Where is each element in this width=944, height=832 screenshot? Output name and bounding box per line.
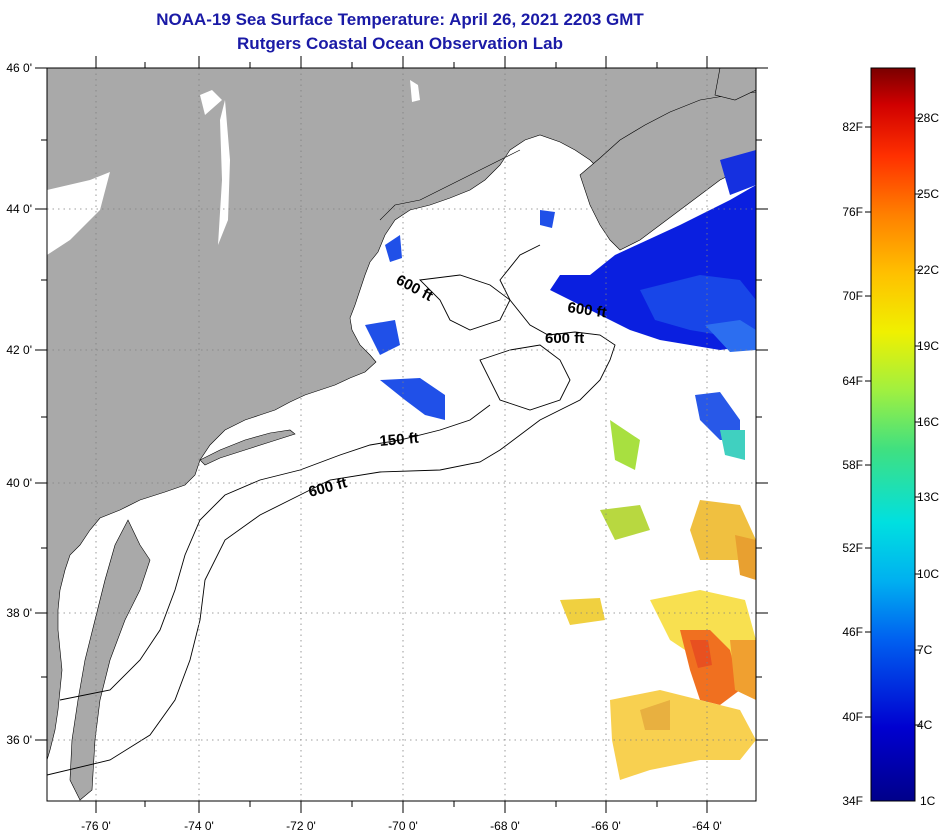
lat-label: 40 0' (6, 476, 32, 490)
colorbar-f-label: 46F (842, 625, 863, 639)
contour-label: 600 ft (566, 299, 607, 321)
lake-ontario-edge (47, 172, 110, 255)
colorbar-ticks (865, 117, 921, 726)
map-title: NOAA-19 Sea Surface Temperature: April 2… (156, 10, 644, 29)
x-axis-ticks (35, 56, 768, 813)
colorbar-f-label: 52F (842, 541, 863, 555)
lake-champlain (218, 100, 230, 245)
lat-label: 44 0' (6, 202, 32, 216)
gridlines (47, 68, 756, 801)
coastline-detail (379, 149, 521, 221)
contour-label: 600 ft (545, 330, 584, 347)
sst-cold-water (365, 150, 756, 440)
colorbar-gradient (870, 67, 916, 802)
map-subtitle: Rutgers Coastal Ocean Observation Lab (237, 34, 563, 53)
land-us-east-coast (47, 68, 756, 761)
land-long-island (199, 429, 296, 466)
colorbar-c-label: 4C (917, 718, 933, 732)
lon-label: -76 0' (81, 819, 111, 832)
colorbar-f-label: 76F (842, 205, 863, 219)
contour-label: 150 ft (379, 430, 420, 450)
lake-small (200, 90, 222, 115)
colorbar-c-label: 10C (917, 567, 939, 581)
colorbar-f-label: 64F (842, 374, 863, 388)
colorbar-c-label: 28C (917, 111, 939, 125)
colorbar-c-label: 13C (917, 490, 939, 504)
lon-label: -66 0' (591, 819, 621, 832)
colorbar-f-label: 34F (842, 794, 863, 808)
colorbar-f-label: 58F (842, 458, 863, 472)
lon-label: -74 0' (184, 819, 214, 832)
colorbar-c-label: 1C (920, 794, 936, 808)
colorbar: 82F 76F 70F 64F 58F 52F 46F 40F 34F 28C … (842, 67, 939, 808)
lat-label: 46 0' (6, 61, 32, 75)
bathymetry-contours (47, 244, 616, 776)
colorbar-c-label: 19C (917, 339, 939, 353)
lon-label: -68 0' (490, 819, 520, 832)
lat-label: 38 0' (6, 606, 32, 620)
colorbar-f-label: 40F (842, 710, 863, 724)
map-panel (47, 68, 756, 801)
lat-label: 36 0' (6, 733, 32, 747)
land-cape-breton (714, 68, 756, 101)
colorbar-f-label: 70F (842, 289, 863, 303)
colorbar-f-label: 82F (842, 120, 863, 134)
minor-ticks (41, 62, 762, 807)
longitude-labels: -76 0' -74 0' -72 0' -70 0' -68 0' -66 0… (81, 819, 722, 832)
sst-warm-water (560, 420, 756, 780)
colorbar-c-label: 22C (917, 263, 939, 277)
lon-label: -64 0' (692, 819, 722, 832)
lat-label: 42 0' (6, 343, 32, 357)
colorbar-c-label: 16C (917, 415, 939, 429)
map-frame (46, 67, 757, 802)
colorbar-c-label: 25C (917, 187, 939, 201)
latitude-labels: 46 0' 44 0' 42 0' 40 0' 38 0' 36 0' (6, 61, 32, 747)
lake-moosehead (410, 80, 420, 102)
lon-label: -70 0' (388, 819, 418, 832)
lon-label: -72 0' (286, 819, 316, 832)
colorbar-c-label: 7C (917, 643, 933, 657)
